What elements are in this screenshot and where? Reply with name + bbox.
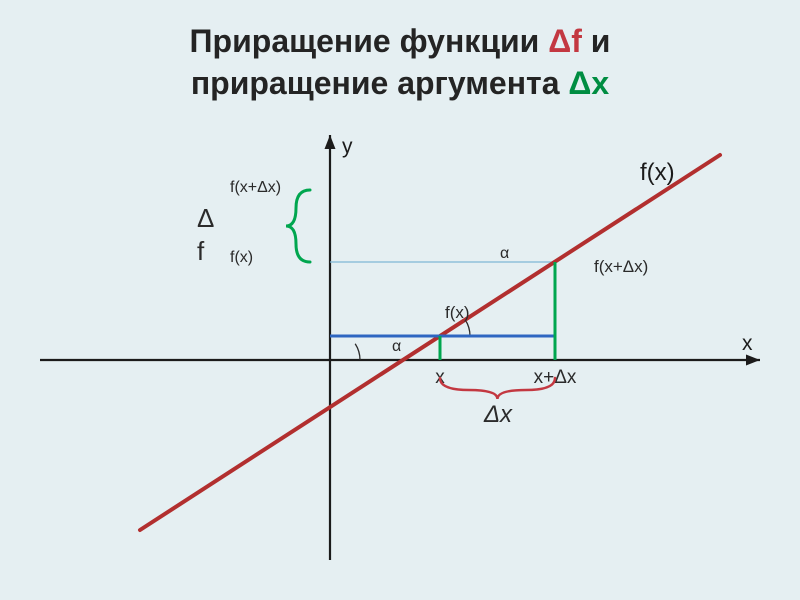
label-dx: Δx [483,401,513,428]
yaxis-mark-fx: f(x) [230,249,253,266]
title-line-2: приращение аргумента Δx [191,65,610,101]
function-label: f(x) [640,159,675,186]
diagram-root: Приращение функции Δf и приращение аргуме… [0,0,800,600]
label-alpha-2: α [500,245,509,262]
label-df-delta: Δ [197,203,214,233]
title-line-1: Приращение функции Δf и [190,23,611,59]
label-fx-small: f(x) [445,303,470,322]
label-df-f: f [197,236,205,266]
label-fxdx-small: f(x+Δx) [594,257,648,276]
x-axis-label: x [742,332,753,355]
label-alpha-1: α [392,338,401,355]
y-axis-label: y [342,135,353,158]
yaxis-mark-fxdx: f(x+Δx) [230,179,281,196]
